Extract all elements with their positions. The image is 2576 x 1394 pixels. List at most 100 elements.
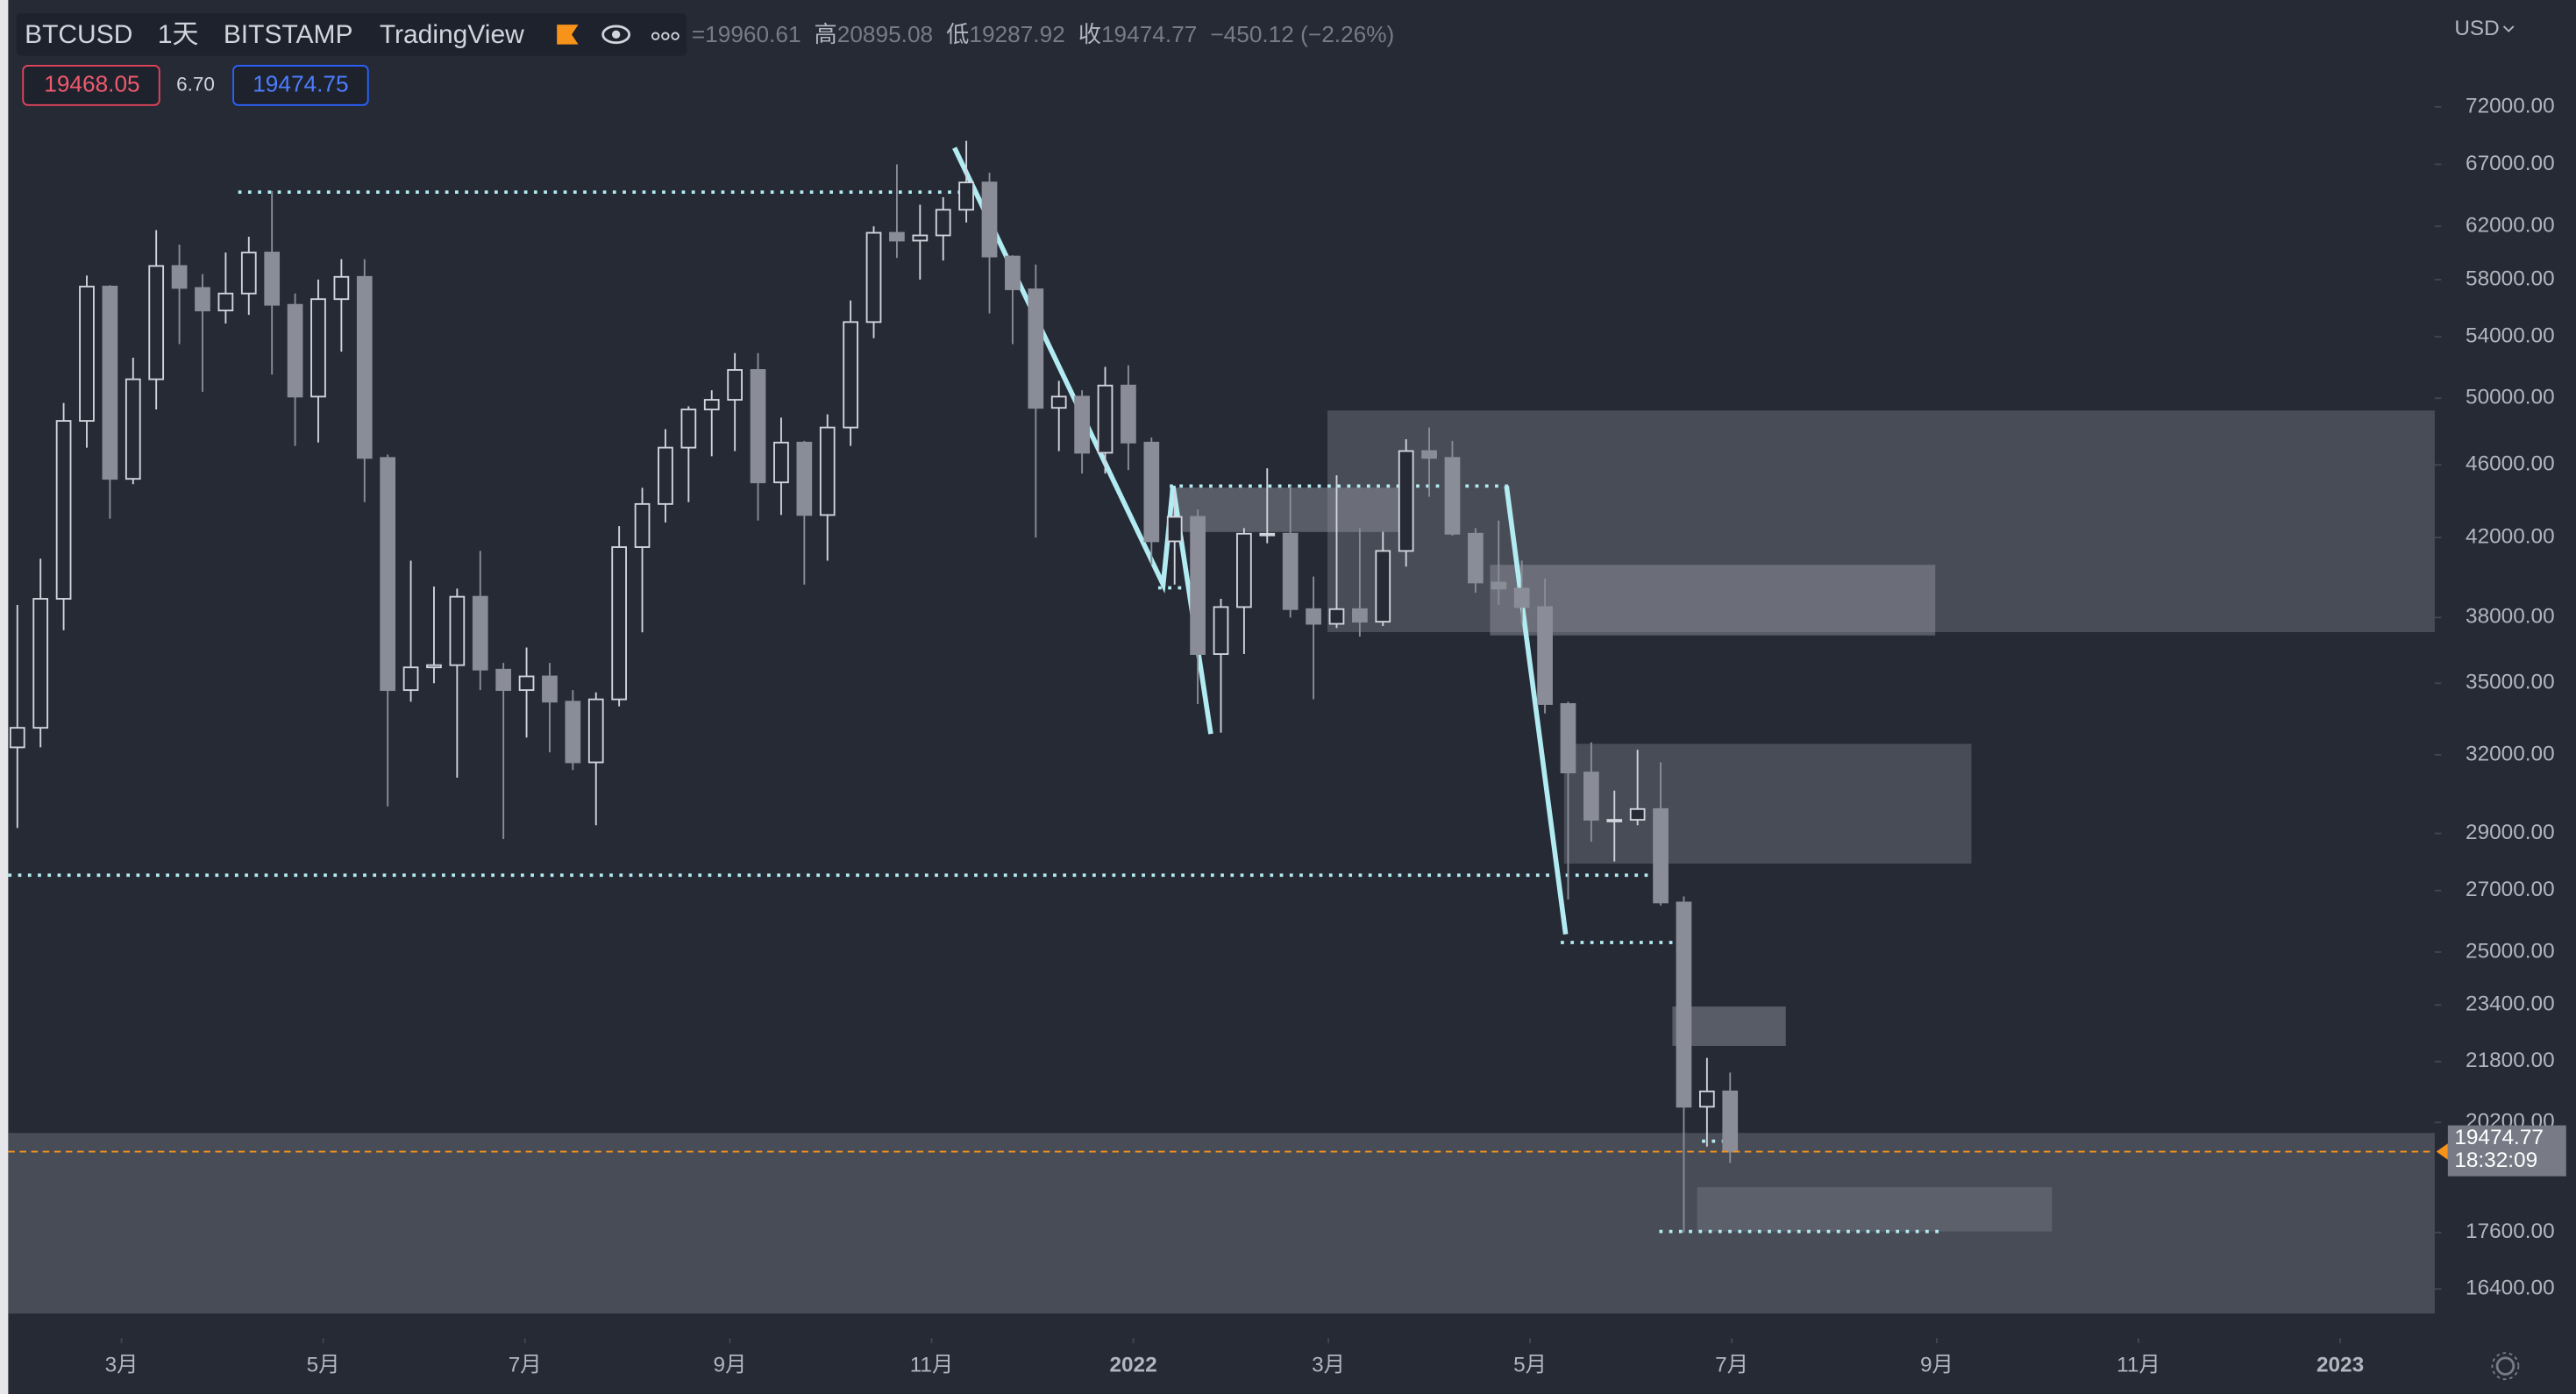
candle-body: [1005, 255, 1021, 290]
candle-body: [1468, 532, 1484, 584]
candle-body: [958, 181, 974, 211]
x-tick-label: 3月: [1312, 1354, 1345, 1377]
exchange: BITSTAMP: [224, 20, 353, 49]
candle-body: [287, 303, 303, 398]
ohlc: =19960.61 高20895.08 低19287.92 收19474.77 −450…: [692, 21, 1394, 47]
y-tick-label: 32000.00: [2466, 742, 2555, 765]
high-label: 高: [815, 21, 837, 47]
candle-body: [1050, 395, 1067, 409]
y-tick-label: 72000.00: [2466, 94, 2555, 117]
zone: [1490, 565, 1936, 636]
candle-body: [1722, 1090, 1739, 1153]
candle-body: [1375, 550, 1391, 623]
last-price-box: [2447, 1125, 2566, 1177]
candle-body: [773, 441, 789, 484]
close-label: 收: [1078, 21, 1101, 47]
chart-background: [8, 0, 2576, 1394]
candle-body: [79, 285, 95, 423]
close: 19474.77: [1101, 21, 1197, 47]
candle-body: [1282, 532, 1299, 610]
last-price-marker: [2436, 1143, 2448, 1160]
y-tick-label: 42000.00: [2466, 525, 2555, 549]
candle-body: [1328, 608, 1345, 625]
candles: [9, 140, 1739, 1233]
high: 20895.08: [837, 21, 933, 47]
x-tick-label: 2022: [1109, 1354, 1156, 1377]
candle-body: [264, 252, 281, 306]
symbol[interactable]: BTCUSD: [25, 20, 132, 49]
y-tick-label: 35000.00: [2466, 671, 2555, 694]
flag-icon[interactable]: [557, 25, 579, 45]
candle-body: [240, 252, 257, 295]
candle-body: [1398, 450, 1414, 552]
x-tick-label: 7月: [509, 1354, 542, 1377]
candle-body: [217, 292, 234, 312]
candle-body: [1213, 606, 1229, 655]
candle-body: [32, 598, 49, 729]
candle-body: [125, 378, 141, 480]
candle-body: [402, 666, 419, 692]
candle-body: [1352, 608, 1368, 623]
candle-body: [1421, 450, 1437, 459]
candle-body: [1676, 901, 1692, 1108]
y-tick-label: 23400.00: [2466, 992, 2555, 1016]
candle-body: [9, 727, 25, 749]
countdown: 18:32:09: [2454, 1149, 2537, 1172]
buy-button[interactable]: [232, 64, 369, 106]
candle-body: [727, 369, 743, 401]
candle-body: [426, 664, 442, 669]
spread: 6.70: [176, 73, 215, 95]
x-tick-label: 9月: [714, 1354, 747, 1377]
candle-body: [171, 265, 188, 289]
candle-body: [1143, 441, 1160, 543]
candle-body: [1629, 807, 1646, 821]
candle-body: [55, 420, 72, 600]
candle-body: [380, 457, 396, 692]
candle-body: [1190, 516, 1206, 655]
settings-icon[interactable]: [2491, 1352, 2520, 1381]
y-tick-label: 27000.00: [2466, 878, 2555, 901]
candle-body: [310, 298, 326, 398]
candle-body: [449, 595, 466, 666]
x-tick-label: 5月: [307, 1354, 340, 1377]
eye-icon[interactable]: [601, 25, 631, 45]
candle-body: [750, 369, 766, 484]
y-tick-label: 17600.00: [2466, 1220, 2555, 1243]
candle-body: [1491, 581, 1507, 590]
change: −450.12 (−2.26%): [1210, 21, 1394, 47]
zone: [1563, 743, 1972, 864]
more-icon[interactable]: [651, 32, 680, 40]
x-tick-label: 11月: [2117, 1354, 2160, 1377]
y-tick-label: 21800.00: [2466, 1049, 2555, 1072]
candle-body: [843, 321, 858, 429]
candle-body: [495, 668, 512, 692]
candle-body: [658, 446, 673, 505]
candle-body: [1513, 587, 1530, 608]
interval[interactable]: 1天: [158, 20, 199, 49]
candle-body: [518, 675, 535, 692]
y-tick-label: 46000.00: [2466, 452, 2555, 476]
y-tick-label: 54000.00: [2466, 324, 2555, 347]
symbol-bar[interactable]: [16, 12, 687, 56]
currency[interactable]: USD: [2454, 17, 2499, 40]
candle-body: [1698, 1090, 1715, 1108]
zone: [1697, 1187, 2053, 1232]
buy-price[interactable]: 19474.75: [253, 70, 348, 96]
candle-body: [1028, 288, 1044, 409]
y-tick-label: 58000.00: [2466, 267, 2555, 290]
x-tick-label: 9月: [1920, 1354, 1953, 1377]
source: TradingView: [380, 20, 524, 49]
x-tick-label: 5月: [1513, 1354, 1547, 1377]
low-label: 低: [946, 21, 969, 47]
candle-body: [1537, 606, 1553, 705]
candle-body: [1606, 819, 1623, 822]
y-tick-label: 25000.00: [2466, 939, 2555, 963]
candle-body: [796, 441, 813, 516]
candle-body: [1097, 384, 1114, 454]
sell-button[interactable]: [22, 64, 160, 106]
sell-price[interactable]: 19468.05: [44, 70, 139, 96]
currency-caret[interactable]: [2502, 25, 2515, 32]
candle-body: [703, 399, 720, 410]
candle-body: [565, 701, 581, 764]
